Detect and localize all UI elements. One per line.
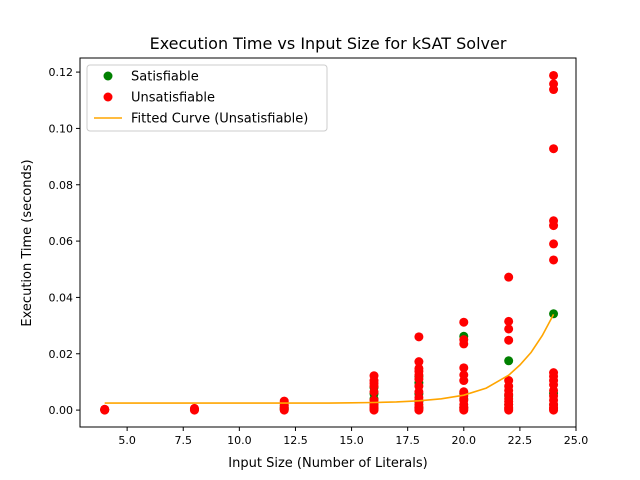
legend-marker <box>103 92 113 102</box>
data-point <box>549 239 559 249</box>
data-point <box>504 272 514 282</box>
data-point <box>414 332 424 342</box>
data-point <box>459 335 469 345</box>
legend-entry: Satisfiable <box>103 70 199 85</box>
y-tick-label: 0.10 <box>49 122 74 135</box>
x-tick-label: 22.5 <box>508 434 533 447</box>
legend-marker <box>103 71 113 81</box>
data-point <box>279 396 289 406</box>
plot-frame <box>79 57 577 428</box>
legend-entry: Unsatisfiable <box>103 91 215 106</box>
x-tick-label: 25.0 <box>564 434 589 447</box>
y-tick-label: 0.08 <box>49 179 74 192</box>
x-tick-label: 7.5 <box>174 434 192 447</box>
legend: Satisfiable Unsatisfiable Fitted Curve (Un… <box>86 64 328 132</box>
series-1 <box>100 70 559 415</box>
x-tick-label: 17.5 <box>395 434 420 447</box>
x-axis-label: Input Size (Number of Literals) <box>228 456 427 471</box>
data-point <box>549 368 559 378</box>
legend-entry: Fitted Curve (Unsatisfiable) <box>94 112 308 127</box>
y-tick-label: 0.04 <box>49 291 74 304</box>
series-2 <box>104 313 555 404</box>
data-point <box>414 357 424 367</box>
data-point <box>504 376 514 386</box>
x-tick-label: 12.5 <box>283 434 308 447</box>
plot-area <box>100 70 559 415</box>
legend-label: Fitted Curve (Unsatisfiable) <box>131 112 308 127</box>
data-point <box>189 403 199 413</box>
data-point <box>100 404 110 414</box>
data-point <box>414 381 424 391</box>
data-point <box>549 255 559 265</box>
x-tick-label: 20.0 <box>452 434 477 447</box>
fitted-curve-line <box>104 313 555 404</box>
legend-label: Unsatisfiable <box>131 91 215 106</box>
data-point <box>369 395 379 405</box>
data-point <box>459 363 469 373</box>
data-point <box>504 324 514 334</box>
legend-label: Satisfiable <box>131 70 199 85</box>
y-tick-label: 0.06 <box>49 235 74 248</box>
y-tick-label: 0.00 <box>49 404 74 417</box>
y-tick-label: 0.12 <box>49 66 74 79</box>
data-point <box>459 370 469 380</box>
y-axis-label: Execution Time (seconds) <box>20 159 35 326</box>
legend-box <box>86 64 328 132</box>
x-tick-label: 5.0 <box>118 434 136 447</box>
chart-title: Execution Time vs Input Size for kSAT So… <box>150 34 507 53</box>
data-point <box>459 317 469 327</box>
data-point <box>504 316 514 326</box>
data-point <box>549 144 559 154</box>
y-tick-label: 0.02 <box>49 348 74 361</box>
axes: 5.0 7.5 10.0 12.5 15.0 17.5 20.0 22.5 25.0 0.00 0.… <box>49 57 589 447</box>
data-point <box>549 79 559 89</box>
x-tick-label: 10.0 <box>227 434 252 447</box>
data-point <box>504 356 514 366</box>
data-point <box>549 216 559 226</box>
data-point <box>504 335 514 345</box>
data-point <box>549 309 559 319</box>
x-tick-label: 15.0 <box>339 434 364 447</box>
data-point <box>414 363 424 373</box>
data-point <box>369 371 379 381</box>
data-point <box>549 70 559 80</box>
